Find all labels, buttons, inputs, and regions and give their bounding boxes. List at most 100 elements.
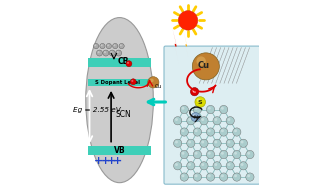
Circle shape [106,43,112,49]
Circle shape [104,51,106,53]
Circle shape [130,79,136,85]
Circle shape [188,163,191,166]
Circle shape [200,162,208,170]
Circle shape [247,174,250,177]
Circle shape [195,174,198,177]
Circle shape [195,129,198,132]
Circle shape [175,141,178,143]
Circle shape [214,118,217,121]
Text: Cu: Cu [154,84,162,89]
Circle shape [182,152,184,155]
Circle shape [219,173,228,181]
Circle shape [219,128,228,136]
Text: e: e [193,89,196,94]
Circle shape [213,162,221,170]
Circle shape [201,118,204,121]
Text: Cu: Cu [198,61,210,70]
Circle shape [195,97,206,107]
Circle shape [193,173,202,181]
Circle shape [100,43,105,49]
Circle shape [175,118,178,121]
Text: +: + [113,156,122,166]
Circle shape [197,99,201,102]
Circle shape [200,139,208,147]
Circle shape [193,128,202,136]
Bar [88,79,151,86]
Circle shape [233,128,241,136]
Circle shape [208,152,211,155]
Circle shape [188,118,191,121]
Circle shape [126,61,132,67]
Circle shape [180,173,188,181]
Circle shape [188,141,191,143]
Circle shape [173,162,182,170]
Circle shape [221,174,224,177]
Circle shape [192,89,195,92]
Circle shape [131,80,133,82]
Circle shape [180,128,188,136]
Circle shape [180,150,188,159]
Circle shape [241,141,244,143]
Circle shape [193,114,196,117]
Circle shape [98,51,100,53]
Circle shape [201,163,204,166]
Circle shape [200,117,208,125]
Circle shape [234,129,237,132]
Circle shape [114,44,115,46]
Text: SCN: SCN [116,110,131,119]
Circle shape [213,117,221,125]
Circle shape [219,150,228,159]
Circle shape [107,44,109,46]
Circle shape [207,128,215,136]
Circle shape [246,173,254,181]
Circle shape [127,62,129,64]
Text: +: + [101,156,110,166]
Circle shape [219,105,228,114]
Circle shape [227,163,230,166]
Text: +: + [107,156,116,166]
Circle shape [148,77,159,88]
Circle shape [227,141,230,143]
Circle shape [187,162,195,170]
Circle shape [193,105,202,114]
Circle shape [226,162,234,170]
Circle shape [150,79,154,82]
Circle shape [173,139,182,147]
Circle shape [117,51,119,53]
Text: Eg = 2.55 eV: Eg = 2.55 eV [72,108,120,113]
Circle shape [207,105,215,114]
FancyBboxPatch shape [164,46,260,184]
Text: +: + [94,156,104,166]
Circle shape [214,163,217,166]
Circle shape [96,50,103,56]
Circle shape [239,162,248,170]
Circle shape [93,43,99,49]
Circle shape [239,139,248,147]
Circle shape [208,174,211,177]
Circle shape [207,173,215,181]
Circle shape [182,129,184,132]
Text: S: S [198,99,203,105]
Circle shape [191,112,200,122]
Circle shape [101,44,103,46]
Circle shape [241,163,244,166]
Bar [88,58,151,67]
Circle shape [221,107,224,110]
Circle shape [103,50,109,56]
Circle shape [208,107,211,110]
Circle shape [207,150,215,159]
Circle shape [214,141,217,143]
Circle shape [234,152,237,155]
Circle shape [192,53,219,80]
Circle shape [226,117,234,125]
Circle shape [180,105,188,114]
Text: VB: VB [114,146,125,156]
Circle shape [178,11,198,30]
Circle shape [109,50,115,56]
Circle shape [187,117,195,125]
Circle shape [195,107,198,110]
Circle shape [175,163,178,166]
Circle shape [233,150,241,159]
Circle shape [227,118,230,121]
Text: S Dopant Level: S Dopant Level [95,80,140,85]
